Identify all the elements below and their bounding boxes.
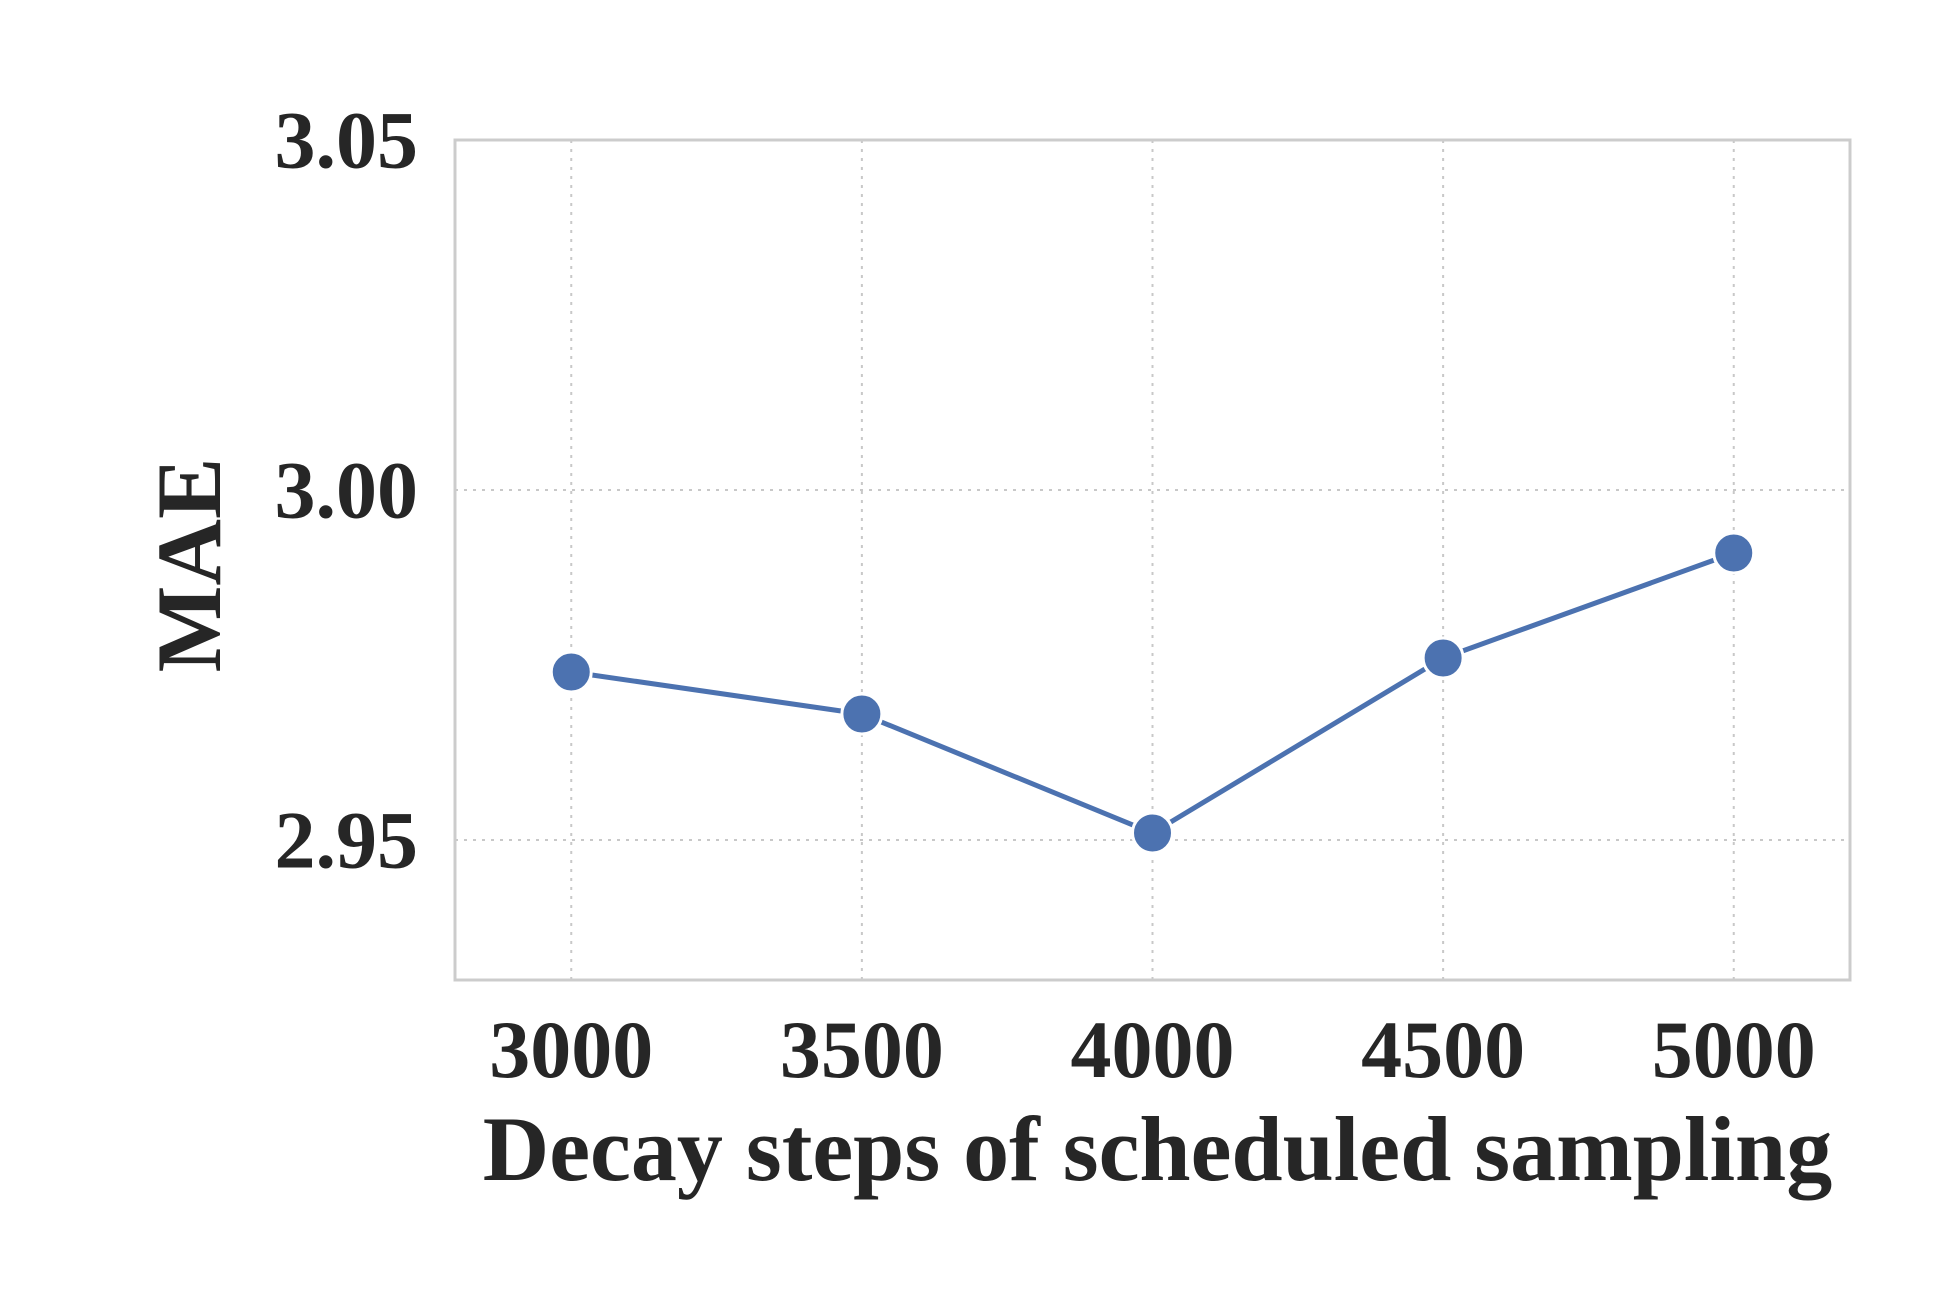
- x-axis-label: Decay steps of scheduled sampling: [483, 1098, 1832, 1200]
- plot-frame: [453, 138, 1852, 982]
- y-axis-ticks: 2.95 3.00 3.05: [275, 95, 419, 886]
- x-tick-label: 4500: [1361, 1004, 1525, 1095]
- x-axis-ticks: 3000 3500 4000 4500 5000: [489, 1004, 1816, 1095]
- x-tick-label: 4000: [1071, 1004, 1235, 1095]
- data-point: [1421, 636, 1465, 680]
- data-point: [1131, 811, 1174, 855]
- data-point: [1712, 531, 1756, 575]
- y-tick-label: 3.00: [275, 445, 419, 536]
- y-tick-label: 3.05: [275, 95, 419, 186]
- x-tick-label: 3500: [780, 1004, 944, 1095]
- x-tick-label: 5000: [1652, 1004, 1816, 1095]
- data-point: [549, 650, 593, 694]
- y-axis-label: MAE: [138, 458, 240, 673]
- data-point: [840, 692, 884, 736]
- y-tick-label: 2.95: [275, 795, 419, 886]
- x-tick-label: 3000: [489, 1004, 653, 1095]
- series-layer: [549, 531, 1756, 855]
